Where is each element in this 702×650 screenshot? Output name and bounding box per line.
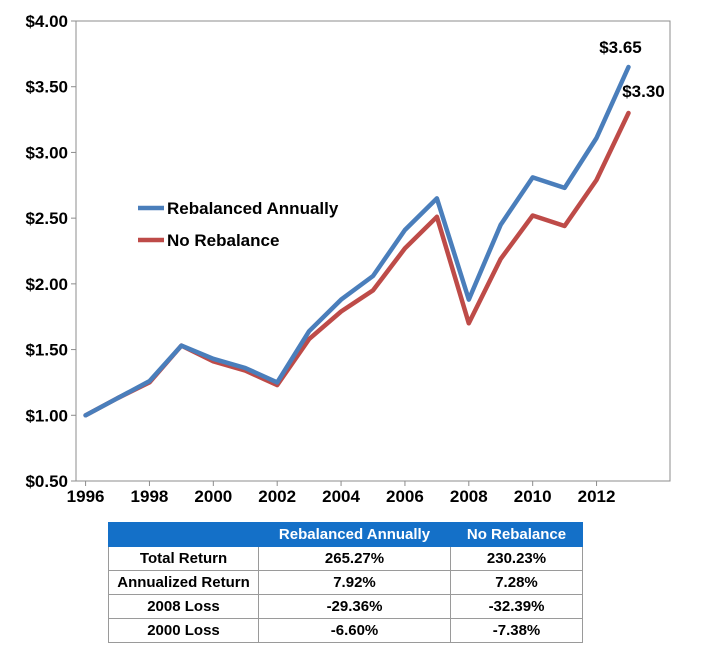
x-tick-label: 2006 bbox=[386, 487, 424, 506]
y-tick-label: $1.00 bbox=[25, 406, 68, 425]
y-tick-label: $4.00 bbox=[25, 12, 68, 31]
x-tick-label: 2008 bbox=[450, 487, 488, 506]
table-header-cell bbox=[108, 522, 259, 547]
y-tick-label: $2.50 bbox=[25, 209, 68, 228]
legend: Rebalanced Annually No Rebalance bbox=[138, 199, 339, 250]
x-tick-label: 2010 bbox=[514, 487, 552, 506]
line-chart: $0.50 $1.00 $1.50 $2.00 $2.50 $3.00 $3.50 $4.00… bbox=[25, 12, 671, 506]
x-tick-label: 1996 bbox=[67, 487, 105, 506]
row-label: Annualized Return bbox=[108, 570, 259, 595]
table-cell: -29.36% bbox=[258, 594, 451, 619]
table-cell: -7.38% bbox=[450, 618, 583, 643]
row-label: 2000 Loss bbox=[108, 618, 259, 643]
x-tick-label: 2004 bbox=[322, 487, 360, 506]
plot-area-border bbox=[75, 20, 671, 482]
series-line-no-rebalance bbox=[83, 110, 631, 418]
series-line-rebalanced-annually bbox=[83, 64, 631, 418]
x-tick-label: 2012 bbox=[578, 487, 616, 506]
row-label: 2008 Loss bbox=[108, 594, 259, 619]
x-tick-label: 2002 bbox=[258, 487, 296, 506]
table-cell: 7.28% bbox=[450, 570, 583, 595]
table-cell: 7.92% bbox=[258, 570, 451, 595]
series-lines bbox=[83, 64, 631, 418]
y-tick-label: $3.00 bbox=[25, 143, 68, 162]
end-value-label: $3.30 bbox=[622, 82, 665, 101]
table-row: Annualized Return 7.92% 7.28% bbox=[108, 570, 583, 595]
legend-label: No Rebalance bbox=[167, 231, 279, 250]
stats-table: Rebalanced Annually No Rebalance Total R… bbox=[108, 522, 583, 643]
end-labels: $3.65 $3.30 bbox=[599, 38, 665, 101]
y-tick-label: $1.50 bbox=[25, 341, 68, 360]
table-header-row: Rebalanced Annually No Rebalance bbox=[108, 522, 583, 547]
y-tick-label: $3.50 bbox=[25, 78, 68, 97]
table-cell: 265.27% bbox=[258, 546, 451, 571]
table-cell: -6.60% bbox=[258, 618, 451, 643]
table-row: Total Return 265.27% 230.23% bbox=[108, 546, 583, 571]
table-header-cell: No Rebalance bbox=[450, 522, 583, 547]
x-tick-label: 1998 bbox=[131, 487, 169, 506]
y-tick-label: $0.50 bbox=[25, 472, 68, 491]
row-label: Total Return bbox=[108, 546, 259, 571]
table-row: 2008 Loss -29.36% -32.39% bbox=[108, 594, 583, 619]
table-row: 2000 Loss -6.60% -7.38% bbox=[108, 618, 583, 643]
y-tick-label: $2.00 bbox=[25, 275, 68, 294]
x-axis: 1996 1998 2000 2002 2004 2006 2008 2010 2012 bbox=[67, 481, 616, 506]
table-cell: 230.23% bbox=[450, 546, 583, 571]
table-header-cell: Rebalanced Annually bbox=[258, 522, 451, 547]
table-cell: -32.39% bbox=[450, 594, 583, 619]
y-axis: $0.50 $1.00 $1.50 $2.00 $2.50 $3.00 $3.50 $4.00 bbox=[25, 12, 76, 491]
legend-label: Rebalanced Annually bbox=[167, 199, 339, 218]
x-tick-label: 2000 bbox=[194, 487, 232, 506]
end-value-label: $3.65 bbox=[599, 38, 642, 57]
